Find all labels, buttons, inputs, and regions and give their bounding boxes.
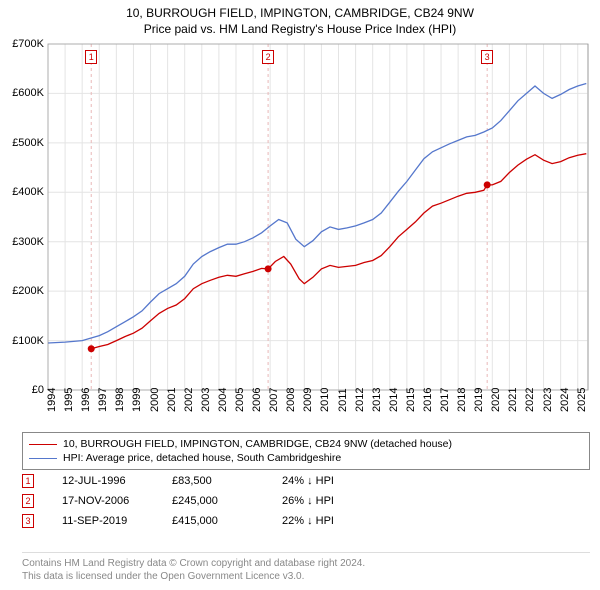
x-tick-label: 1995 bbox=[63, 388, 75, 412]
legend-label-property: 10, BURROUGH FIELD, IMPINGTON, CAMBRIDGE… bbox=[63, 437, 452, 451]
x-tick-label: 2021 bbox=[507, 388, 519, 412]
y-tick-label: £0 bbox=[32, 384, 44, 396]
x-tick-label: 2018 bbox=[456, 388, 468, 412]
x-tick-label: 2000 bbox=[149, 388, 161, 412]
x-tick-label: 2019 bbox=[473, 388, 485, 412]
x-axis-labels: 1994199519961997199819992000200120022003… bbox=[48, 396, 588, 432]
title-address: 10, BURROUGH FIELD, IMPINGTON, CAMBRIDGE… bbox=[0, 6, 600, 20]
sale-row-price: £245,000 bbox=[172, 495, 282, 507]
y-tick-label: £700K bbox=[12, 38, 44, 50]
title-subtitle: Price paid vs. HM Land Registry's House … bbox=[0, 22, 600, 36]
x-tick-label: 2004 bbox=[217, 388, 229, 412]
y-tick-label: £600K bbox=[12, 87, 44, 99]
y-tick-label: £300K bbox=[12, 236, 44, 248]
x-tick-label: 2005 bbox=[234, 388, 246, 412]
x-tick-label: 2009 bbox=[302, 388, 314, 412]
sale-marker-flag: 2 bbox=[262, 50, 274, 64]
x-tick-label: 1996 bbox=[80, 388, 92, 412]
footer-line1: Contains HM Land Registry data © Crown c… bbox=[22, 557, 590, 570]
x-tick-label: 2024 bbox=[559, 388, 571, 412]
x-tick-label: 2006 bbox=[251, 388, 263, 412]
sale-row-marker: 3 bbox=[22, 514, 34, 528]
x-tick-label: 2014 bbox=[388, 388, 400, 412]
legend-label-hpi: HPI: Average price, detached house, Sout… bbox=[63, 451, 341, 465]
y-tick-label: £100K bbox=[12, 335, 44, 347]
sale-row-delta: 22% ↓ HPI bbox=[282, 515, 392, 527]
x-tick-label: 2007 bbox=[268, 388, 280, 412]
chart-container: 10, BURROUGH FIELD, IMPINGTON, CAMBRIDGE… bbox=[0, 0, 600, 590]
x-tick-label: 1998 bbox=[114, 388, 126, 412]
sale-row-date: 12-JUL-1996 bbox=[62, 475, 172, 487]
x-tick-label: 1997 bbox=[97, 388, 109, 412]
legend: 10, BURROUGH FIELD, IMPINGTON, CAMBRIDGE… bbox=[22, 432, 590, 470]
x-tick-label: 2010 bbox=[319, 388, 331, 412]
footer-line2: This data is licensed under the Open Gov… bbox=[22, 570, 590, 583]
sale-row-date: 11-SEP-2019 bbox=[62, 515, 172, 527]
x-tick-label: 2017 bbox=[439, 388, 451, 412]
x-tick-label: 2012 bbox=[354, 388, 366, 412]
y-axis-labels: £0£100K£200K£300K£400K£500K£600K£700K bbox=[0, 44, 48, 390]
sale-marker-flag: 3 bbox=[481, 50, 493, 64]
sale-row-delta: 26% ↓ HPI bbox=[282, 495, 392, 507]
y-tick-label: £500K bbox=[12, 137, 44, 149]
sale-row-price: £83,500 bbox=[172, 475, 282, 487]
x-tick-label: 2002 bbox=[183, 388, 195, 412]
x-tick-label: 2013 bbox=[371, 388, 383, 412]
sale-marker-flag: 1 bbox=[85, 50, 97, 64]
y-tick-label: £400K bbox=[12, 186, 44, 198]
sale-row-marker: 1 bbox=[22, 474, 34, 488]
x-tick-label: 2008 bbox=[285, 388, 297, 412]
x-tick-label: 2015 bbox=[405, 388, 417, 412]
x-tick-label: 2020 bbox=[490, 388, 502, 412]
x-tick-label: 2011 bbox=[337, 388, 349, 412]
x-tick-label: 1999 bbox=[131, 388, 143, 412]
x-tick-label: 2022 bbox=[524, 388, 536, 412]
x-tick-label: 2025 bbox=[576, 388, 588, 412]
legend-row-hpi: HPI: Average price, detached house, Sout… bbox=[29, 451, 583, 465]
footer: Contains HM Land Registry data © Crown c… bbox=[22, 552, 590, 583]
legend-row-property: 10, BURROUGH FIELD, IMPINGTON, CAMBRIDGE… bbox=[29, 437, 583, 451]
title-block: 10, BURROUGH FIELD, IMPINGTON, CAMBRIDGE… bbox=[0, 0, 600, 36]
sale-row-marker: 2 bbox=[22, 494, 34, 508]
x-tick-label: 2023 bbox=[542, 388, 554, 412]
x-tick-label: 2001 bbox=[166, 388, 178, 412]
y-tick-label: £200K bbox=[12, 285, 44, 297]
plot-area bbox=[48, 44, 588, 390]
sale-row-date: 17-NOV-2006 bbox=[62, 495, 172, 507]
legend-swatch-property bbox=[29, 444, 57, 445]
sale-row-price: £415,000 bbox=[172, 515, 282, 527]
x-tick-label: 2016 bbox=[422, 388, 434, 412]
x-tick-label: 1994 bbox=[46, 388, 58, 412]
sales-table: 1 12-JUL-1996£83,50024% ↓ HPI 2 17-NOV-2006… bbox=[22, 474, 590, 528]
sale-row-delta: 24% ↓ HPI bbox=[282, 475, 392, 487]
x-tick-label: 2003 bbox=[200, 388, 212, 412]
legend-swatch-hpi bbox=[29, 458, 57, 459]
